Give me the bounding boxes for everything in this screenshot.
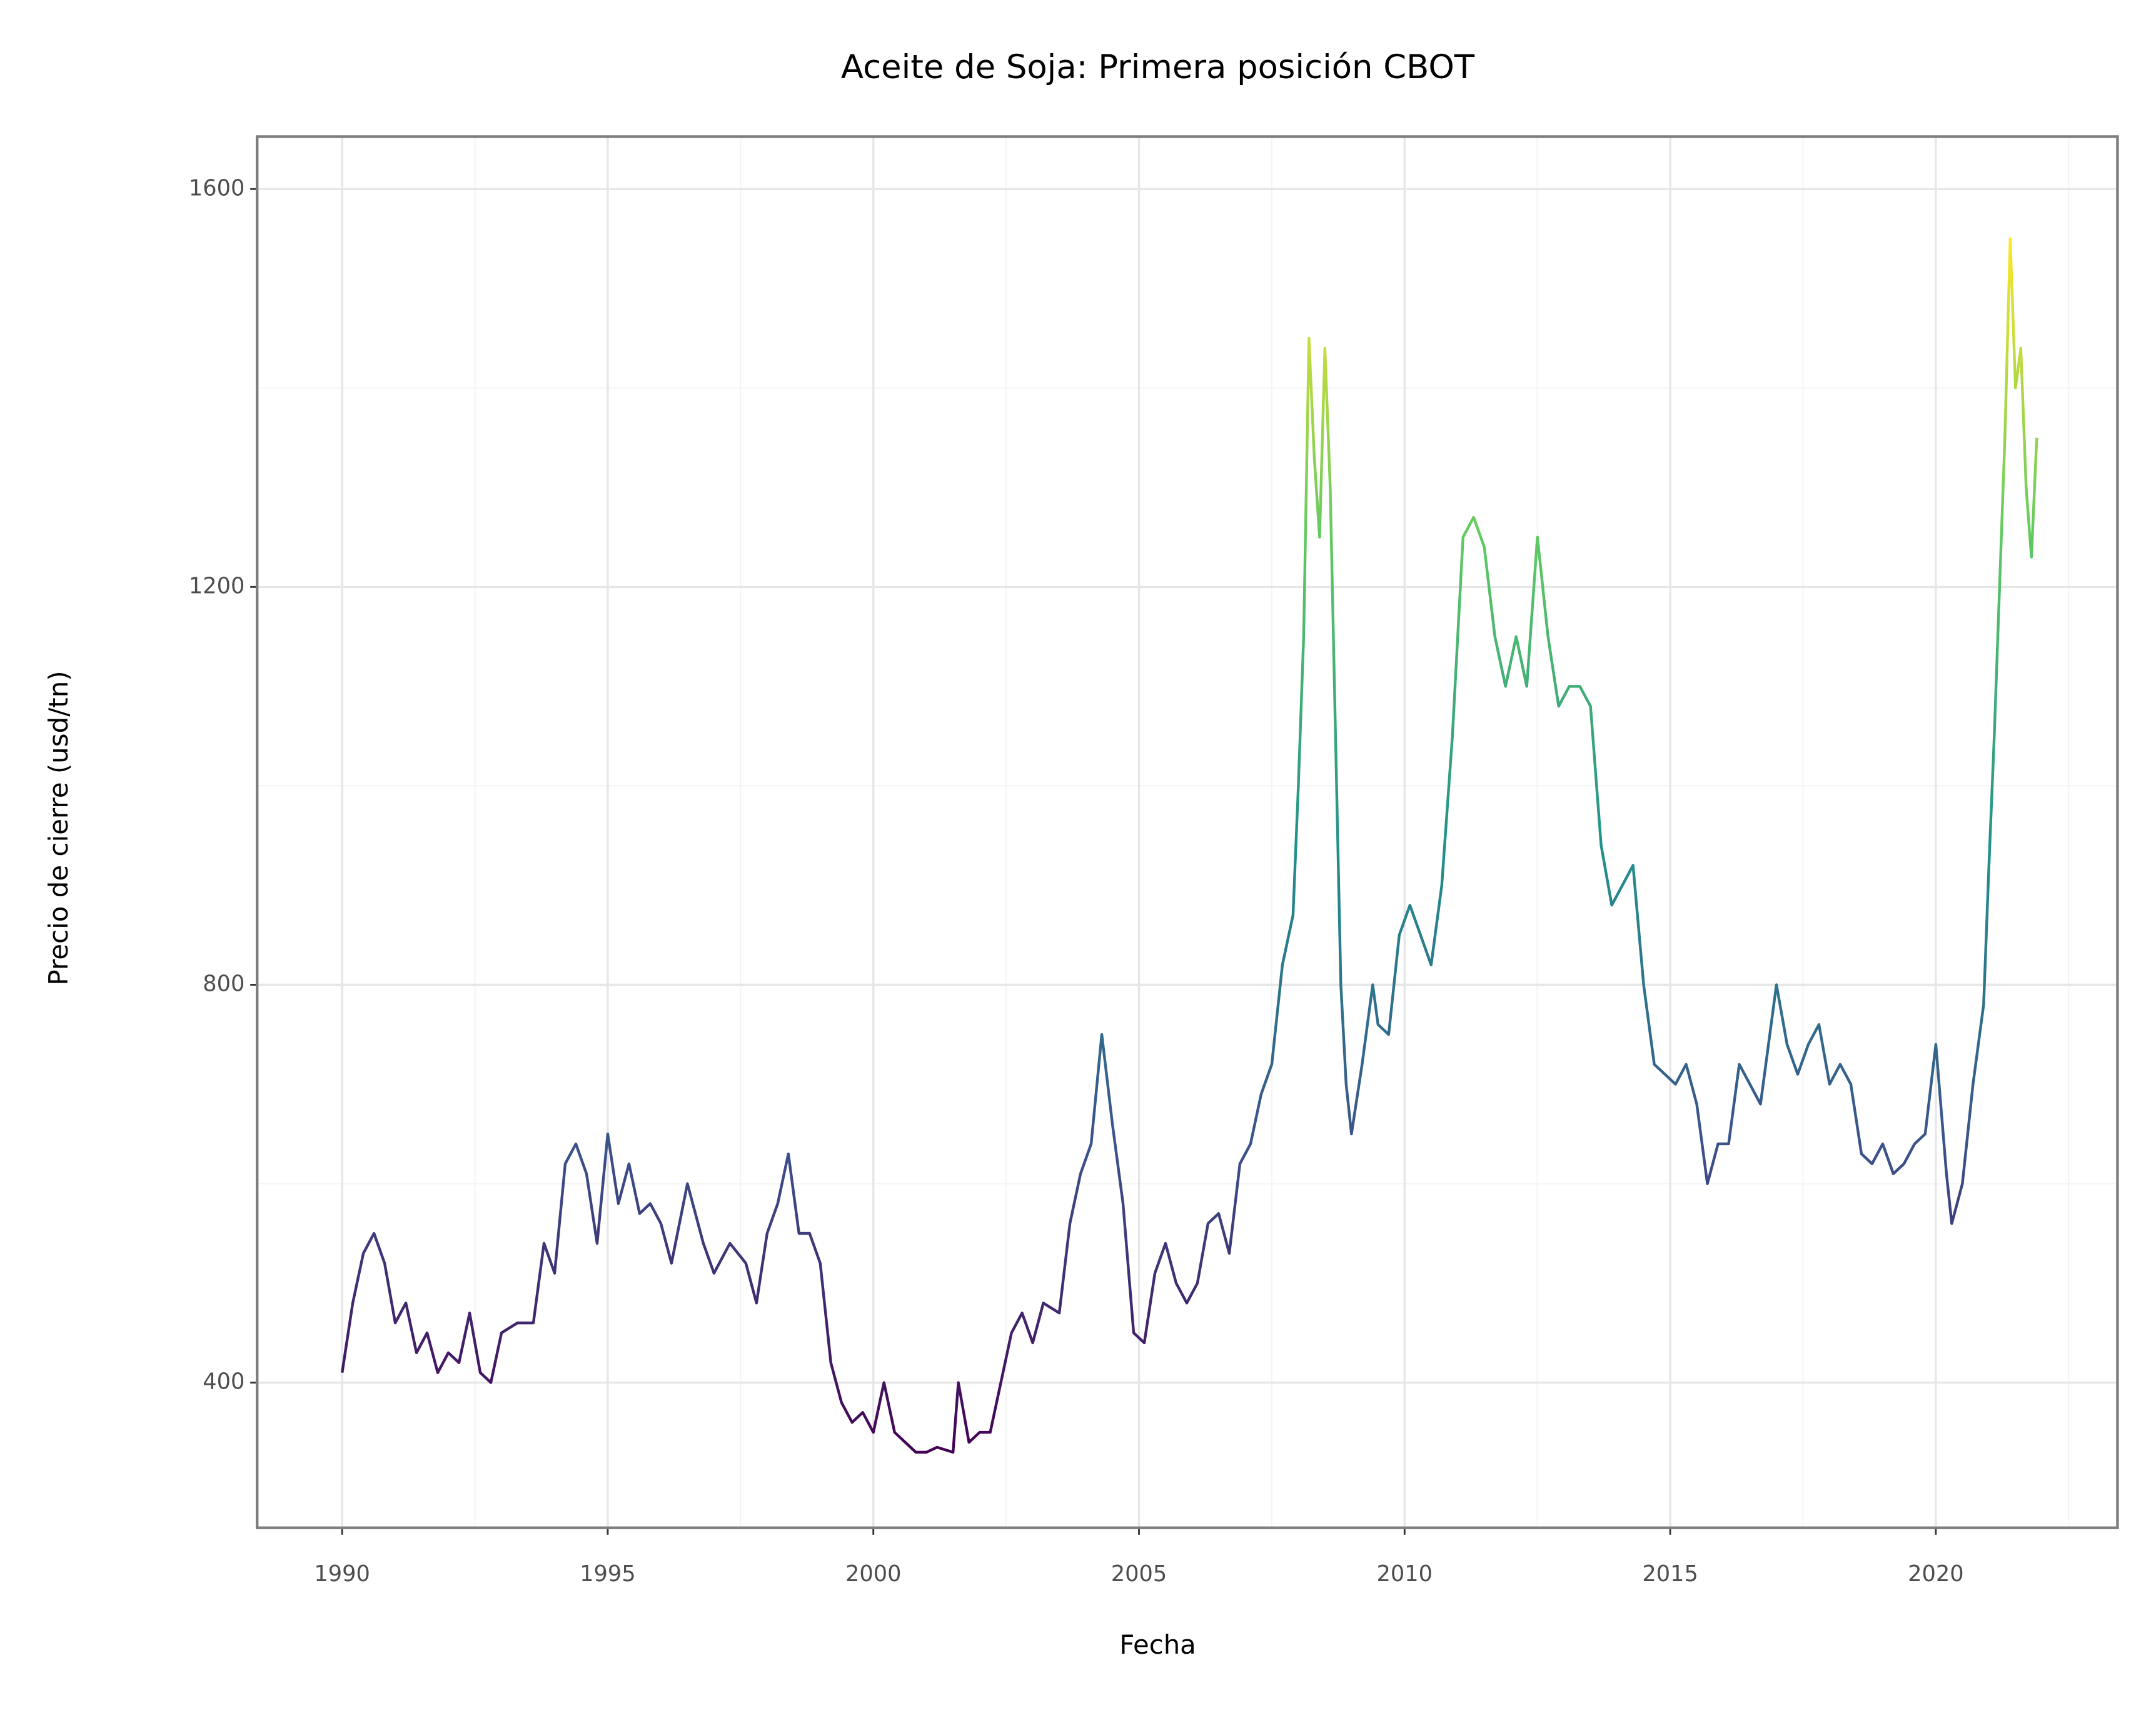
y-tick-label: 1200 xyxy=(189,573,245,599)
y-tick-label: 1600 xyxy=(189,175,245,201)
y-tick-label: 800 xyxy=(203,971,244,996)
x-tick-label: 1990 xyxy=(314,1561,370,1587)
panel-border xyxy=(256,135,2119,1529)
x-tick-label: 2010 xyxy=(1377,1561,1433,1587)
x-tick-label: 1995 xyxy=(580,1561,636,1587)
x-tick-label: 2000 xyxy=(845,1561,902,1587)
x-tick-label: 2015 xyxy=(1642,1561,1698,1587)
chart-title: Aceite de Soja: Primera posición CBOT xyxy=(841,48,1475,86)
y-axis-label: Precio de cierre (usd/tn) xyxy=(43,670,74,985)
x-axis-label: Fecha xyxy=(1119,1629,1196,1660)
y-tick-label: 400 xyxy=(203,1369,244,1395)
x-tick-label: 2005 xyxy=(1111,1561,1167,1587)
x-tick-label: 2020 xyxy=(1908,1561,1964,1587)
price-line xyxy=(340,237,2038,1454)
